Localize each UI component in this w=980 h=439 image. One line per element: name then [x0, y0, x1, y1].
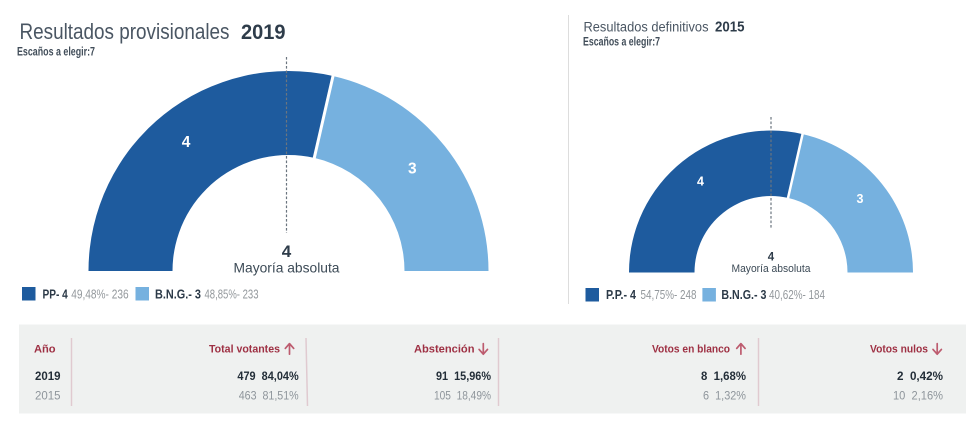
- svg-text:Escaños a elegir:7: Escaños a elegir:7: [583, 37, 660, 49]
- svg-text:B.N.G.- 3: B.N.G.- 3: [721, 288, 766, 302]
- svg-text:105 18,49%: 105 18,49%: [434, 391, 491, 403]
- svg-text:4: 4: [697, 174, 704, 188]
- svg-text:40,62%- 184: 40,62%- 184: [769, 288, 825, 302]
- svg-text:4: 4: [768, 252, 775, 264]
- svg-text:2019: 2019: [241, 21, 286, 44]
- svg-text:2015: 2015: [715, 19, 745, 36]
- svg-text:Votos en blanco: Votos en blanco: [652, 344, 730, 356]
- svg-text:2019: 2019: [35, 371, 61, 383]
- svg-text:2015: 2015: [35, 391, 61, 403]
- svg-text:463 81,51%: 463 81,51%: [239, 391, 299, 403]
- svg-text:Total votantes: Total votantes: [209, 344, 280, 356]
- svg-text:54,75%- 248: 54,75%- 248: [641, 288, 697, 302]
- svg-text:B.N.G.- 3: B.N.G.- 3: [155, 287, 201, 301]
- svg-text:91 15,96%: 91 15,96%: [436, 371, 491, 383]
- svg-text:3: 3: [857, 192, 864, 206]
- svg-text:4: 4: [182, 134, 191, 151]
- svg-text:Año: Año: [34, 344, 56, 356]
- svg-text:Abstención: Abstención: [414, 344, 475, 356]
- svg-text:8 1,68%: 8 1,68%: [701, 371, 746, 383]
- svg-text:2 0,42%: 2 0,42%: [897, 371, 943, 383]
- svg-text:48,85%- 233: 48,85%- 233: [205, 287, 259, 301]
- svg-text:479 84,04%: 479 84,04%: [237, 371, 298, 383]
- svg-text:Escaños a elegir:7: Escaños a elegir:7: [17, 44, 95, 58]
- svg-text:4: 4: [282, 242, 292, 261]
- svg-text:3: 3: [408, 161, 417, 178]
- svg-text:6 1,32%: 6 1,32%: [703, 391, 746, 403]
- svg-text:10 2,16%: 10 2,16%: [893, 391, 943, 403]
- svg-text:Mayoría absoluta: Mayoría absoluta: [732, 263, 812, 275]
- svg-text:P.P.- 4: P.P.- 4: [606, 288, 636, 302]
- svg-text:Resultados provisionales: Resultados provisionales: [20, 19, 230, 44]
- svg-text:Mayoría absoluta: Mayoría absoluta: [234, 259, 340, 275]
- svg-text:49,48%- 236: 49,48%- 236: [71, 287, 128, 301]
- svg-text:PP- 4: PP- 4: [43, 287, 68, 301]
- svg-text:Resultados definitivos: Resultados definitivos: [584, 20, 709, 35]
- svg-text:Votos nulos: Votos nulos: [870, 344, 928, 356]
